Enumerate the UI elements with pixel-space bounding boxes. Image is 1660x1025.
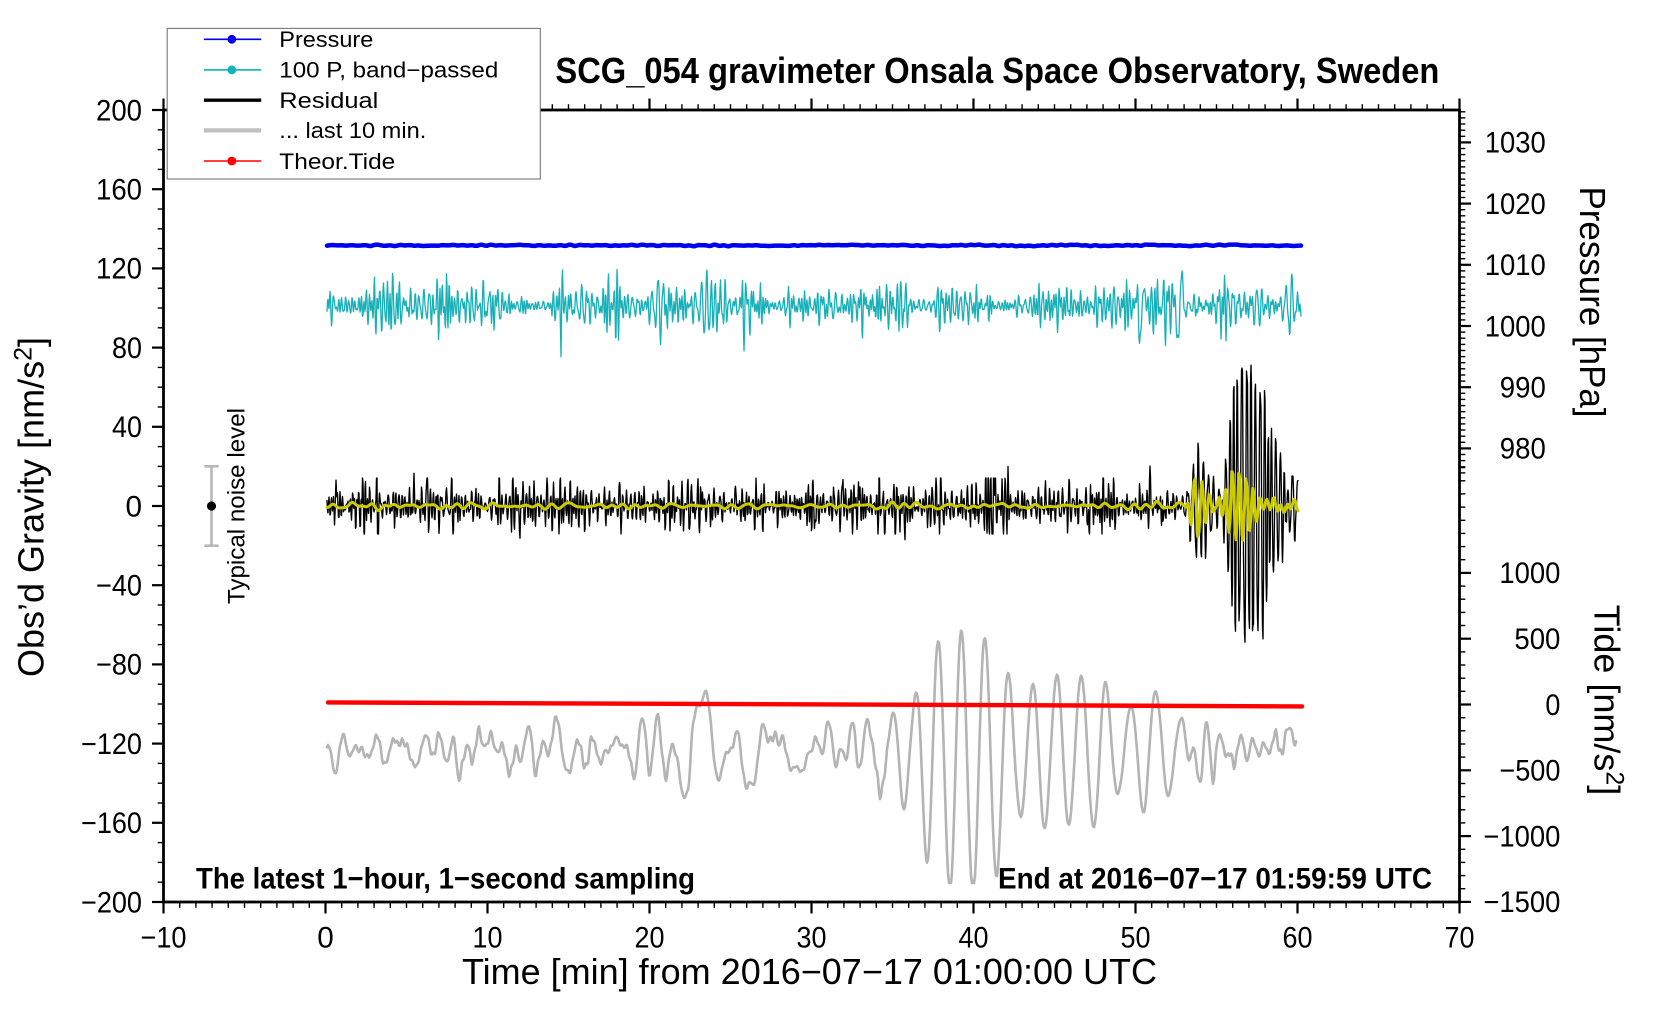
svg-text:0: 0: [125, 490, 142, 523]
svg-text:Time [min] from 2016−07−17 01:: Time [min] from 2016−07−17 01:00:00 UTC: [462, 951, 1157, 992]
svg-text:160: 160: [96, 174, 142, 207]
svg-text:−120: −120: [81, 728, 142, 761]
svg-text:... last 10 min.: ... last 10 min.: [279, 118, 426, 143]
svg-text:−160: −160: [81, 807, 142, 840]
svg-text:100 P, band−passed: 100 P, band−passed: [279, 58, 498, 83]
svg-text:−500: −500: [1499, 755, 1560, 788]
svg-text:120: 120: [96, 253, 142, 286]
svg-text:−80: −80: [96, 649, 142, 682]
svg-text:40: 40: [112, 411, 142, 444]
svg-text:50: 50: [1121, 921, 1151, 954]
svg-text:0: 0: [317, 921, 334, 954]
svg-text:Theor.Tide: Theor.Tide: [279, 149, 395, 174]
svg-text:1020: 1020: [1485, 188, 1546, 221]
svg-text:20: 20: [635, 921, 665, 954]
svg-text:40: 40: [959, 921, 989, 954]
svg-text:Pressure: Pressure: [279, 27, 373, 52]
svg-text:30: 30: [797, 921, 827, 954]
svg-text:Pressure [hPa]: Pressure [hPa]: [1572, 187, 1613, 418]
svg-text:−1000: −1000: [1483, 820, 1560, 853]
svg-text:−200: −200: [81, 886, 142, 919]
svg-text:70: 70: [1445, 921, 1475, 954]
svg-text:80: 80: [112, 332, 142, 365]
svg-text:The latest 1−hour, 1−second sa: The latest 1−hour, 1−second sampling: [196, 863, 695, 896]
svg-text:990: 990: [1500, 372, 1546, 405]
svg-text:1000: 1000: [1485, 310, 1546, 343]
svg-text:−10: −10: [141, 921, 187, 954]
svg-text:500: 500: [1514, 623, 1560, 656]
svg-text:0: 0: [1545, 689, 1560, 722]
svg-text:200: 200: [96, 94, 142, 127]
svg-text:1000: 1000: [1499, 557, 1560, 590]
svg-text:Typical noise level: Typical noise level: [224, 408, 251, 604]
svg-text:1030: 1030: [1485, 127, 1546, 160]
svg-text:980: 980: [1500, 433, 1546, 466]
svg-text:1010: 1010: [1485, 249, 1546, 282]
svg-text:End at 2016−07−17 01:59:59 UTC: End at 2016−07−17 01:59:59 UTC: [998, 863, 1432, 896]
svg-text:−40: −40: [96, 570, 142, 603]
svg-text:10: 10: [473, 921, 503, 954]
svg-text:Obs’d Gravity [nm/s2]: Obs’d Gravity [nm/s2]: [10, 337, 52, 677]
svg-text:Tide [nm/s2]: Tide [nm/s2]: [1587, 605, 1629, 796]
svg-text:SCG_054 gravimeter Onsala Spac: SCG_054 gravimeter Onsala Space Observat…: [555, 50, 1439, 91]
svg-text:−1500: −1500: [1483, 886, 1560, 919]
svg-text:Residual: Residual: [279, 88, 378, 113]
svg-text:60: 60: [1283, 921, 1313, 954]
